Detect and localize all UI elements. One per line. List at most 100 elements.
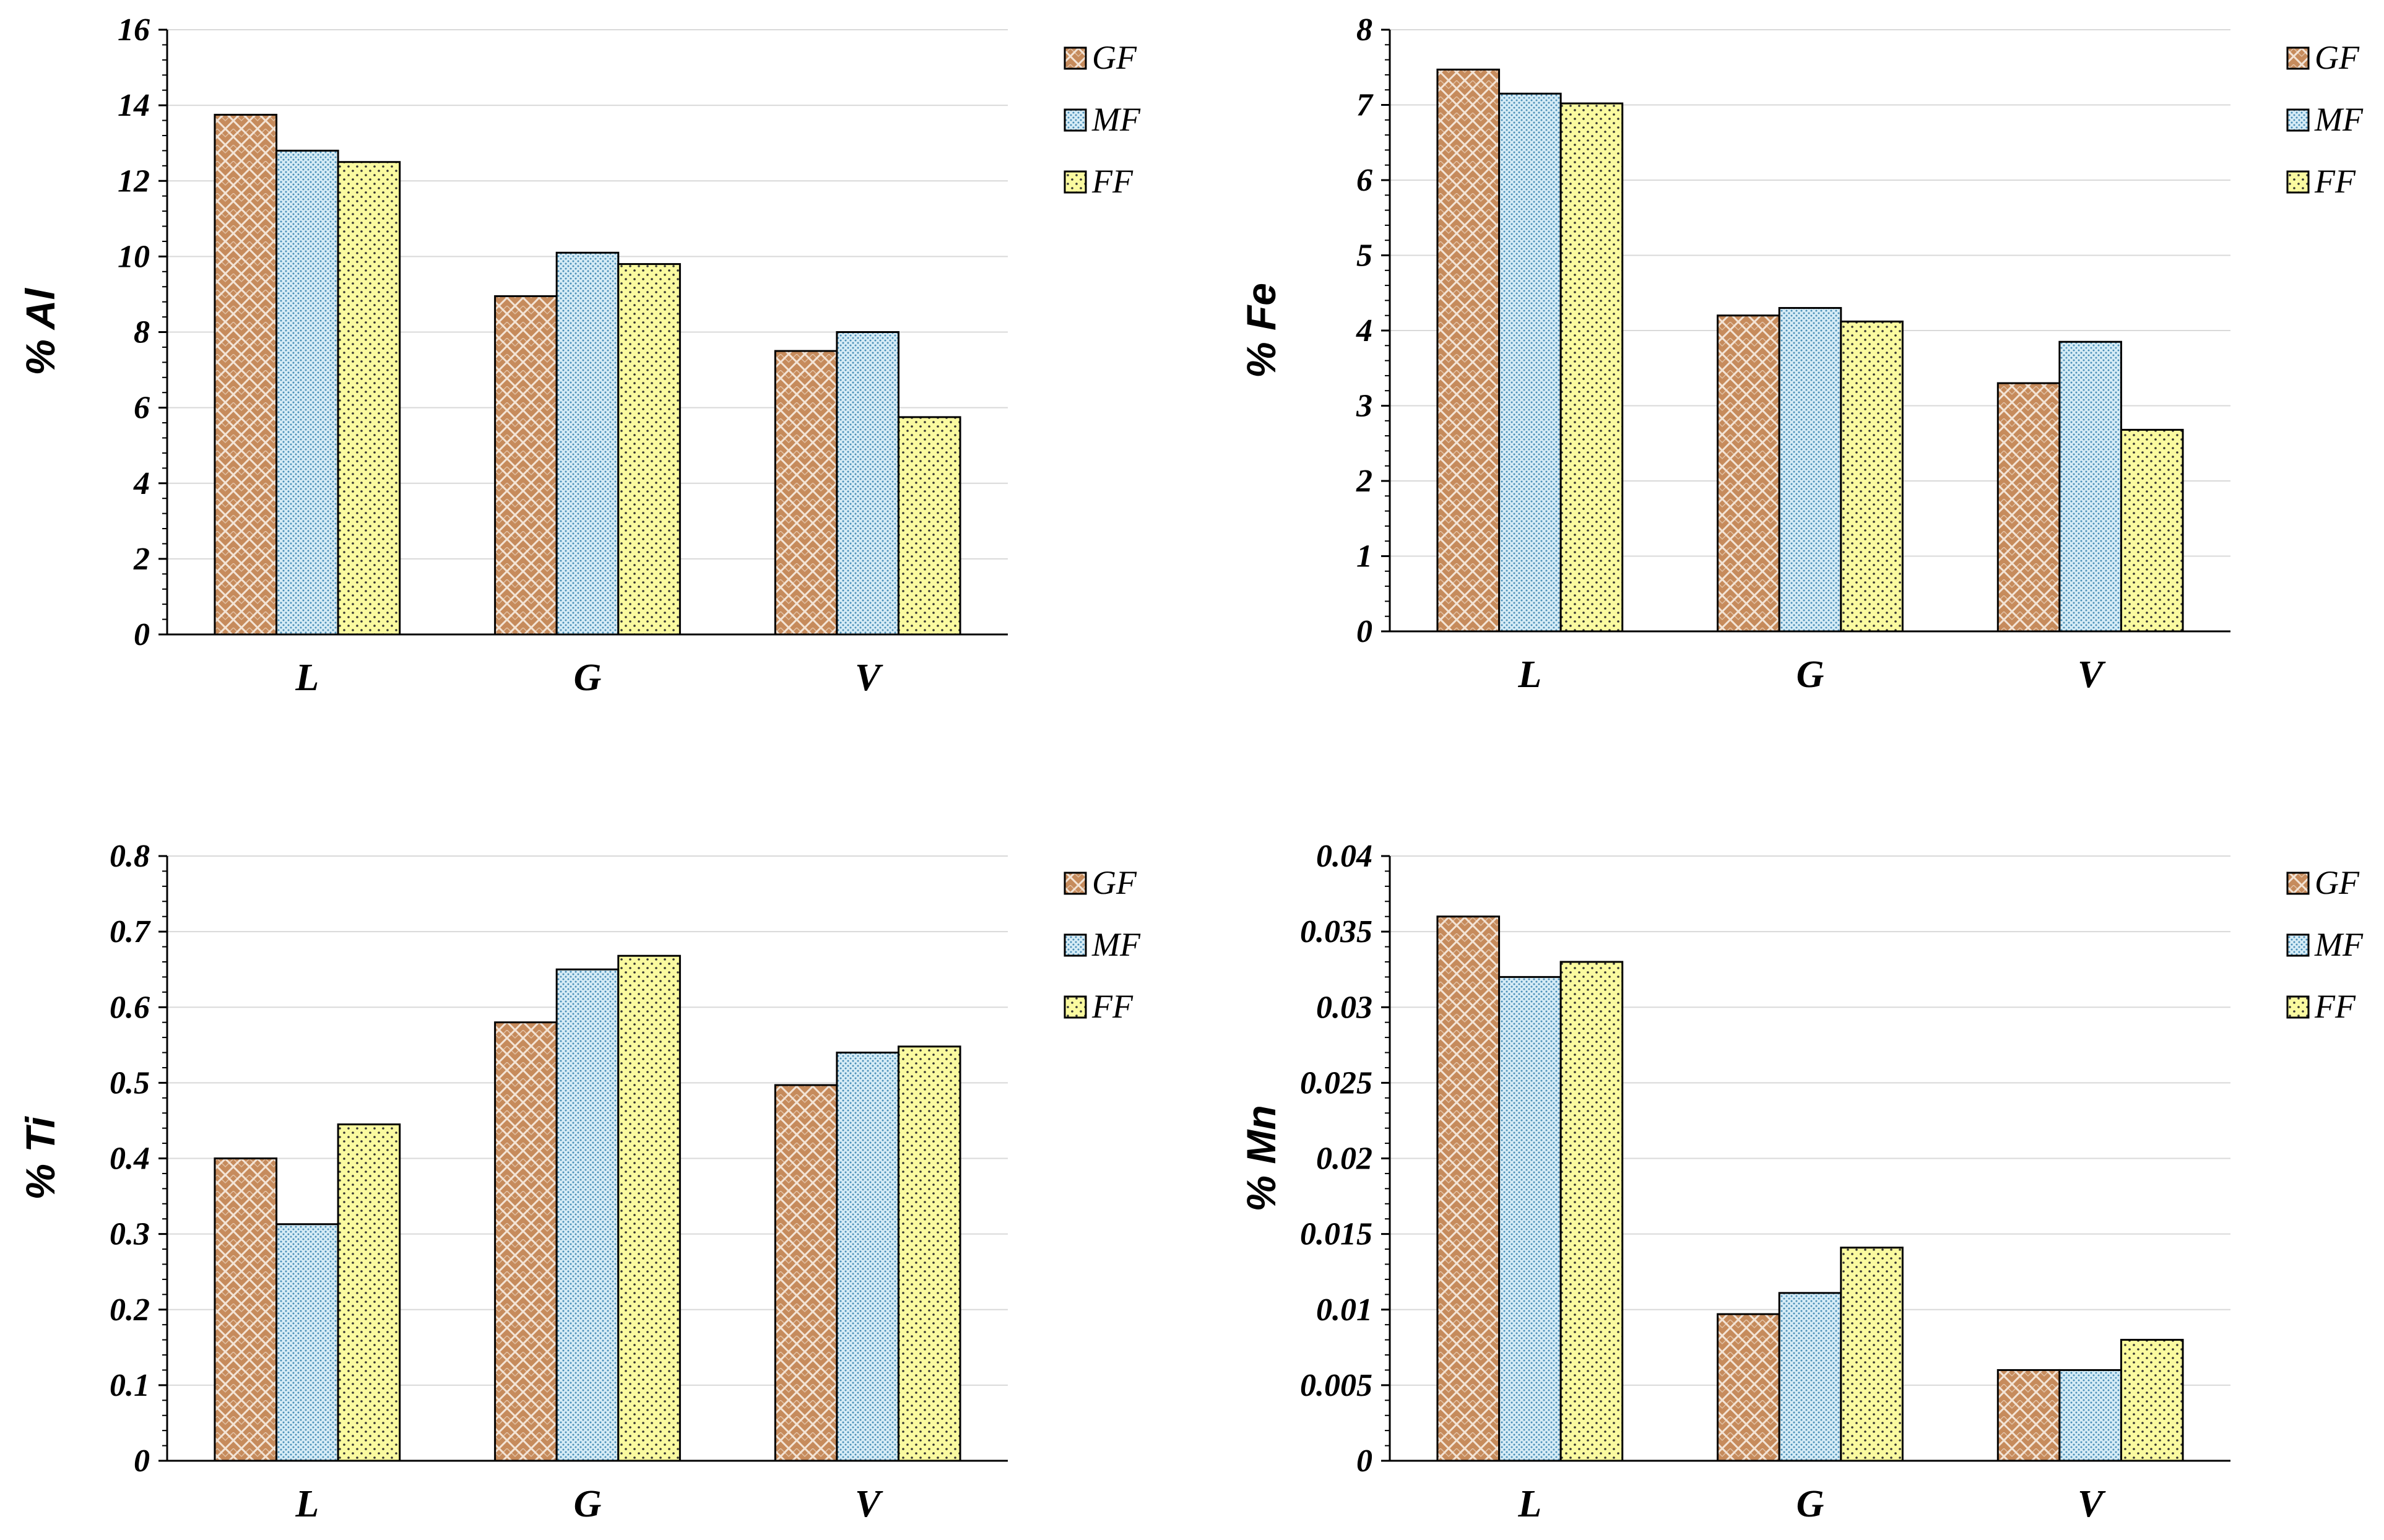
bar-mf-g <box>555 251 620 636</box>
bar-mf-g <box>555 968 620 1462</box>
y-tick-label: 2 <box>133 542 150 577</box>
y-ticks <box>1381 855 1390 1462</box>
legend-label-gf: GF <box>1092 39 1137 76</box>
legend-swatch-ff <box>1064 995 1087 1019</box>
y-tick-label: 0.3 <box>110 1217 150 1252</box>
legend: GF MF FF <box>1064 864 1141 1025</box>
y-ticks <box>1381 28 1390 633</box>
category-label-v: V <box>2078 654 2106 696</box>
y-tick-labels: 0 0.005 0.01 0.015 0.02 0.025 0.03 0.035 0.04 <box>1300 839 1372 1479</box>
legend: GF MF FF <box>2286 864 2364 1025</box>
bar-ff-v <box>2120 428 2184 633</box>
bar-ff-g <box>1840 1247 1904 1462</box>
bar-mf-v <box>836 331 899 636</box>
legend-item-mf: MF <box>2286 101 2364 138</box>
legend-label-mf: MF <box>2314 926 2364 963</box>
y-tick-label: 16 <box>118 12 150 48</box>
category-label-v: V <box>855 1483 883 1525</box>
legend-item-ff: FF <box>2286 163 2356 200</box>
y-minor-ticks <box>162 870 167 1447</box>
category-label-l: L <box>295 657 319 699</box>
y-tick-label: 0.2 <box>110 1292 150 1328</box>
y-tick-label: 4 <box>133 466 150 501</box>
bar-mf-l <box>275 149 339 636</box>
bar-gf-v <box>1996 1369 2061 1462</box>
y-tick-label: 6 <box>1356 163 1372 198</box>
y-tick-label: 0.4 <box>110 1141 150 1177</box>
bar-mf-g <box>1778 307 1842 633</box>
y-minor-ticks <box>162 44 167 620</box>
bar-mf-l <box>275 1223 339 1462</box>
bar-gf-g <box>1717 314 1780 633</box>
legend-item-gf: GF <box>1064 864 1137 901</box>
y-tick-label: 8 <box>1356 12 1372 48</box>
legend-label-ff: FF <box>1091 163 1133 200</box>
legend: GF MF FF <box>1064 39 1141 200</box>
y-tick-label: 0.03 <box>1316 990 1372 1025</box>
bar-gf-g <box>494 295 558 636</box>
y-tick-labels: 0 2 4 6 8 10 12 14 16 <box>118 12 150 652</box>
y-ticks <box>158 855 167 1462</box>
y-axis-label: % Mn <box>1238 1105 1284 1211</box>
legend-item-mf: MF <box>1064 926 1141 963</box>
legend-swatch-ff <box>2286 995 2310 1019</box>
category-label-v: V <box>2078 1483 2106 1525</box>
y-tick-label: 0 <box>1356 1443 1372 1479</box>
bar-ff-l <box>1559 102 1624 633</box>
bar-ff-v <box>897 1045 961 1462</box>
category-label-l: L <box>1517 654 1541 696</box>
legend-swatch-ff <box>1064 170 1087 194</box>
legend-label-gf: GF <box>2315 39 2360 76</box>
bar-mf-l <box>1498 92 1562 633</box>
bar-mf-v <box>2058 340 2122 633</box>
y-tick-label: 0 <box>134 1443 150 1479</box>
bar-gf-l <box>214 113 278 636</box>
y-tick-label: 0.005 <box>1300 1368 1372 1403</box>
y-tick-label: 0.7 <box>110 914 151 950</box>
legend-swatch-gf <box>1064 872 1087 895</box>
bars <box>214 113 961 636</box>
legend-item-mf: MF <box>1064 101 1141 138</box>
chart-al: 0 2 4 6 8 10 12 14 16 L G V % Al GF MF FF <box>17 12 1141 699</box>
legend-label-ff: FF <box>1091 988 1133 1025</box>
bar-mf-l <box>1498 975 1562 1462</box>
y-tick-label: 1 <box>1356 539 1372 574</box>
bars <box>1436 68 2184 633</box>
legend-item-gf: GF <box>2286 864 2360 901</box>
y-axis-label: % Al <box>17 288 63 376</box>
bar-mf-v <box>836 1052 899 1462</box>
chart-ti: 0 0.1 0.2 0.3 0.4 0.5 0.6 0.7 0.8 L G V % Ti GF MF… <box>17 839 1141 1525</box>
y-tick-label: 0.5 <box>110 1065 150 1101</box>
y-ticks <box>158 28 167 636</box>
y-axis-label: % Fe <box>1238 283 1284 378</box>
y-tick-label: 0.015 <box>1300 1217 1372 1252</box>
category-label-l: L <box>295 1483 319 1525</box>
legend-label-ff: FF <box>2314 163 2356 200</box>
legend-swatch-gf <box>1064 46 1087 70</box>
legend-label-ff: FF <box>2314 988 2356 1025</box>
y-tick-label: 7 <box>1356 88 1374 123</box>
legend-swatch-gf <box>2286 872 2310 895</box>
y-tick-label: 0.025 <box>1300 1065 1372 1101</box>
y-tick-labels: 0 1 2 3 4 5 6 7 8 <box>1356 12 1374 649</box>
chart-mn: 0 0.005 0.01 0.015 0.02 0.025 0.03 0.035 0.04 L G… <box>1238 839 2364 1525</box>
category-label-g: G <box>574 1483 602 1525</box>
bar-ff-g <box>1840 320 1904 633</box>
legend-item-gf: GF <box>2286 39 2360 76</box>
y-tick-label: 0.1 <box>110 1368 150 1403</box>
legend-item-ff: FF <box>2286 988 2356 1025</box>
y-minor-ticks <box>1385 44 1390 617</box>
legend-label-mf: MF <box>2314 101 2364 138</box>
legend-swatch-gf <box>2286 46 2310 70</box>
bar-gf-g <box>1717 1313 1780 1462</box>
legend-swatch-ff <box>2286 170 2310 194</box>
y-tick-label: 0.8 <box>110 839 150 874</box>
y-tick-label: 0.035 <box>1300 914 1372 950</box>
legend-label-mf: MF <box>1091 101 1141 138</box>
y-tick-label: 6 <box>134 391 150 426</box>
